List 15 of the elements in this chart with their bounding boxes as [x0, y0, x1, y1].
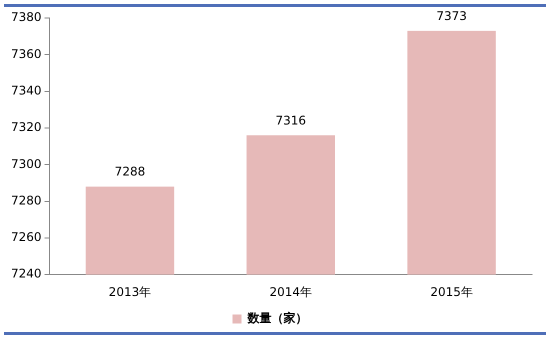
y-tick-label: 7240	[10, 266, 42, 281]
x-tick-label: 2014年	[269, 284, 312, 299]
y-tick-label: 7360	[10, 46, 42, 61]
y-tick-label: 7340	[10, 83, 42, 98]
legend-label: 数量（家）	[246, 311, 308, 326]
y-tick-label: 7320	[10, 120, 42, 134]
data-label: 7316	[275, 113, 306, 128]
data-label: 7373	[436, 8, 467, 23]
x-tick-label: 2013年	[108, 284, 152, 299]
x-tick-label: 2015年	[430, 284, 473, 299]
y-tick-label: 7380	[10, 10, 42, 24]
data-label: 7288	[114, 164, 146, 179]
y-tick-label: 7280	[10, 193, 42, 208]
y-tick-label: 7300	[10, 156, 42, 171]
y-tick-label: 7260	[10, 230, 42, 244]
